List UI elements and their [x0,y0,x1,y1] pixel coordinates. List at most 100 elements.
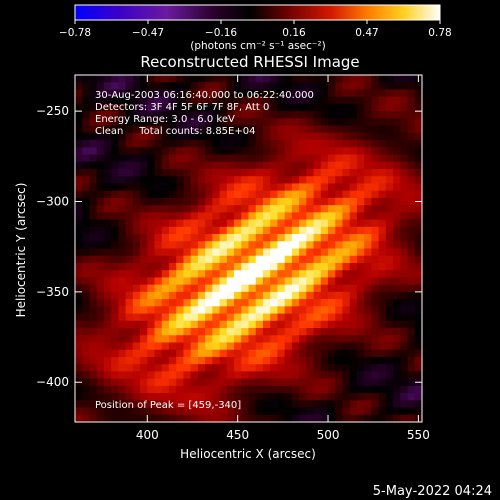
heatmap-cell [75,356,83,365]
heatmap-cell [335,313,343,322]
heatmap-cell [154,364,163,372]
heatmap-cell [140,299,148,307]
heatmap-cell [197,262,206,271]
heatmap-cell [306,356,315,365]
heatmap-cell [205,234,213,242]
heatmap-cell [212,197,221,206]
heatmap-cell [75,140,83,148]
heatmap-cell [385,320,394,329]
heatmap-cell [219,407,228,416]
heatmap-cell [147,226,156,235]
heatmap-cell [291,255,300,264]
heatmap-cell [118,205,127,213]
heatmap-cell [75,385,83,394]
heatmap-cell [299,154,307,163]
heatmap-cell [378,96,387,105]
heatmap-cell [342,313,351,322]
heatmap-cell [371,284,380,293]
heatmap-cell [313,190,322,199]
heatmap-cell [299,277,307,286]
heatmap-cell [364,212,372,221]
heatmap-cell [183,89,192,98]
heatmap-cell [147,371,156,380]
heatmap-cell [400,299,409,307]
heatmap-cell [226,356,235,365]
heatmap-cell [118,255,127,264]
heatmap-cell [291,248,300,257]
heatmap-cell [291,320,300,329]
heatmap-cell [284,219,293,228]
heatmap-cell [212,205,221,213]
heatmap-cell [306,400,315,409]
heatmap-cell [378,212,387,221]
heatmap-cell [197,241,206,249]
heatmap-cell [393,234,401,242]
heatmap-cell [320,176,329,184]
heatmap-cell [212,320,221,329]
heatmap-cell [262,183,271,192]
heatmap-cell [262,248,271,257]
heatmap-cell [414,255,422,264]
heatmap-cell [335,118,343,127]
heatmap-cell [75,125,83,134]
heatmap-cell [277,291,286,300]
heatmap-cell [342,262,351,271]
heatmap-cell [147,291,156,300]
heatmap-cell [125,255,134,264]
heatmap-cell [234,349,242,358]
heatmap-cell [371,385,380,394]
heatmap-cell [400,96,409,105]
heatmap-cell [277,393,286,401]
heatmap-cell [306,161,315,170]
heatmap-cell [103,161,112,170]
heatmap-cell [277,385,286,394]
heatmap-cell [161,262,170,271]
heatmap-cell [82,407,90,416]
heatmap-cell [342,75,351,83]
heatmap-cell [190,140,199,148]
heatmap-cell [111,291,119,300]
heatmap-cell [378,132,387,141]
heatmap-cell [262,371,271,380]
heatmap-cell [111,364,119,372]
heatmap-cell [140,212,148,221]
heatmap-cell [125,342,134,351]
heatmap-cell [349,320,358,329]
heatmap-cell [393,393,401,401]
heatmap-cell [320,161,329,170]
heatmap-cell [82,356,90,365]
heatmap-cell [118,328,127,336]
heatmap-cell [262,226,271,235]
heatmap-cell [407,147,416,156]
heatmap-cell [364,154,372,163]
heatmap-cell [356,342,365,351]
heatmap-cell [270,140,278,148]
heatmap-cell [125,393,134,401]
heatmap-cell [356,226,365,235]
heatmap-cell [299,270,307,278]
heatmap-cell [277,197,286,206]
heatmap-cell [400,219,409,228]
heatmap-cell [212,407,221,416]
heatmap-cell [154,176,163,184]
heatmap-cell [378,313,387,322]
heatmap-cell [147,212,156,221]
heatmap-cell [393,154,401,163]
heatmap-cell [262,197,271,206]
heatmap-cell [385,82,394,90]
heatmap-cell [140,407,148,416]
heatmap-cell [161,299,170,307]
heatmap-cell [299,320,307,329]
heatmap-cell [168,284,177,293]
heatmap-cell [385,140,394,148]
heatmap-cell [125,212,134,221]
heatmap-cell [414,226,422,235]
heatmap-cell [335,205,343,213]
heatmap-cell [82,291,90,300]
heatmap-cell [262,176,271,184]
heatmap-cell [393,103,401,112]
heatmap-cell [385,299,394,307]
heatmap-cell [248,371,257,380]
heatmap-cell [89,111,98,119]
heatmap-cell [400,241,409,249]
